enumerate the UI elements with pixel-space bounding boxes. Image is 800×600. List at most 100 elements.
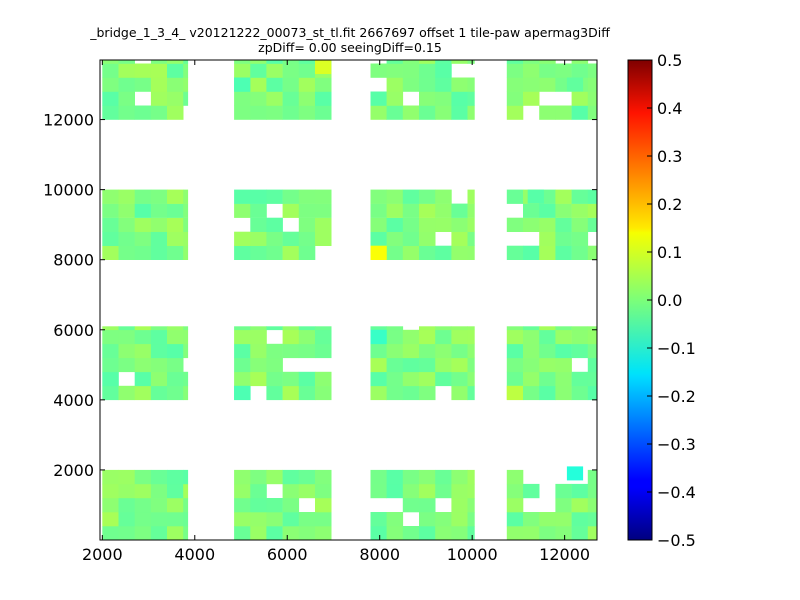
heatmap-cell — [250, 105, 267, 120]
heatmap-cell — [134, 526, 152, 541]
heatmap-cell — [282, 343, 300, 359]
heatmap-cell — [150, 203, 168, 218]
heatmap-cell — [167, 77, 184, 92]
heatmap-cell — [506, 512, 524, 527]
heatmap-cell — [167, 385, 184, 401]
heatmap-cell — [234, 498, 251, 513]
heatmap-cell — [386, 357, 404, 373]
heatmap-cell — [587, 371, 598, 387]
heatmap-cell — [315, 512, 332, 527]
heatmap-cell — [523, 385, 540, 401]
heatmap-cell — [167, 498, 184, 513]
heatmap-cell — [523, 526, 540, 541]
heatmap-cell — [539, 357, 556, 373]
y-tick-label: 10000 — [43, 181, 94, 200]
heatmap-cell — [370, 526, 387, 541]
heatmap-cell — [167, 203, 184, 218]
heatmap-cell — [315, 526, 332, 541]
heatmap-cell — [102, 343, 119, 359]
heatmap-cell — [118, 245, 135, 260]
heatmap-cell — [298, 63, 316, 78]
heatmap-cell — [150, 483, 168, 499]
heatmap-cell — [234, 483, 251, 499]
heatmap-cell — [150, 245, 168, 260]
heatmap-cell — [451, 326, 468, 331]
heatmap-cell — [118, 343, 135, 359]
heatmap-cell — [183, 91, 189, 106]
heatmap-cell — [539, 77, 556, 92]
heatmap-cell — [150, 329, 168, 345]
heatmap-cell — [571, 483, 589, 499]
heatmap-cell — [523, 329, 540, 345]
heatmap-cell — [451, 217, 468, 232]
heatmap-cell — [539, 343, 556, 359]
heatmap-cell — [555, 371, 572, 387]
heatmap-cell — [370, 189, 387, 204]
heatmap-cell — [587, 326, 598, 331]
heatmap-cell — [402, 189, 420, 204]
plot-area — [99, 59, 598, 541]
heatmap-cell — [282, 231, 300, 246]
heatmap-cell — [118, 498, 135, 513]
heatmap-cell — [539, 203, 556, 218]
heatmap-cell — [134, 498, 152, 513]
heatmap-cell — [183, 326, 189, 331]
heatmap-cell — [315, 231, 332, 246]
heatmap-cell — [298, 245, 316, 260]
heatmap-cell — [370, 105, 387, 120]
heatmap-cell — [183, 231, 189, 246]
heatmap-cell — [402, 385, 420, 401]
heatmap-cell — [571, 63, 589, 78]
heatmap-cell — [150, 498, 168, 513]
heatmap-cell — [571, 189, 589, 204]
heatmap-cell — [506, 498, 524, 513]
heatmap-cell — [370, 231, 387, 246]
heatmap-cell — [506, 189, 524, 204]
heatmap-cell — [298, 469, 316, 485]
heatmap-cell — [419, 77, 436, 92]
heatmap-cell — [282, 371, 300, 387]
heatmap-cell — [266, 385, 283, 401]
heatmap-cell — [370, 326, 387, 331]
heatmap-cell — [402, 105, 420, 120]
heatmap-cell — [506, 526, 524, 541]
heatmap-cell — [102, 60, 119, 64]
heatmap-cell — [167, 60, 184, 64]
heatmap-cell — [370, 329, 387, 344]
heatmap-cell — [402, 371, 420, 387]
heatmap-cell — [555, 326, 572, 331]
heatmap-cell — [467, 357, 475, 373]
heatmap-cell — [150, 343, 168, 359]
x-tick-label: 12000 — [539, 545, 590, 564]
heatmap-cell — [451, 483, 468, 499]
heatmap-cell — [467, 189, 475, 204]
heatmap-cell — [134, 343, 152, 359]
heatmap-cell — [370, 245, 387, 260]
heatmap-cell — [102, 231, 119, 246]
heatmap-cell — [234, 91, 251, 106]
heatmap-cell — [402, 469, 420, 485]
heatmap-cell — [555, 189, 572, 204]
heatmap-cell — [506, 469, 524, 485]
heatmap-cell — [506, 343, 524, 359]
heatmap-cell — [451, 371, 468, 387]
heatmap-cell — [234, 105, 251, 120]
heatmap-cell — [150, 512, 168, 527]
heatmap-cell — [134, 357, 152, 373]
heatmap-cell — [451, 385, 468, 401]
heatmap-cell — [102, 526, 119, 541]
heatmap-cell — [419, 343, 436, 359]
heatmap-cell — [506, 60, 524, 64]
heatmap-cell — [250, 329, 267, 345]
heatmap-cell — [167, 91, 184, 106]
heatmap-cell — [167, 343, 184, 359]
heatmap-cells — [102, 60, 598, 541]
heatmap-cell — [298, 105, 316, 120]
heatmap-cell — [419, 203, 436, 218]
heatmap-cell — [467, 512, 475, 527]
heatmap-cell — [266, 189, 283, 204]
heatmap-cell — [370, 385, 387, 401]
heatmap-cell — [118, 469, 135, 485]
heatmap-cell — [451, 231, 468, 246]
heatmap-cell — [451, 512, 468, 527]
